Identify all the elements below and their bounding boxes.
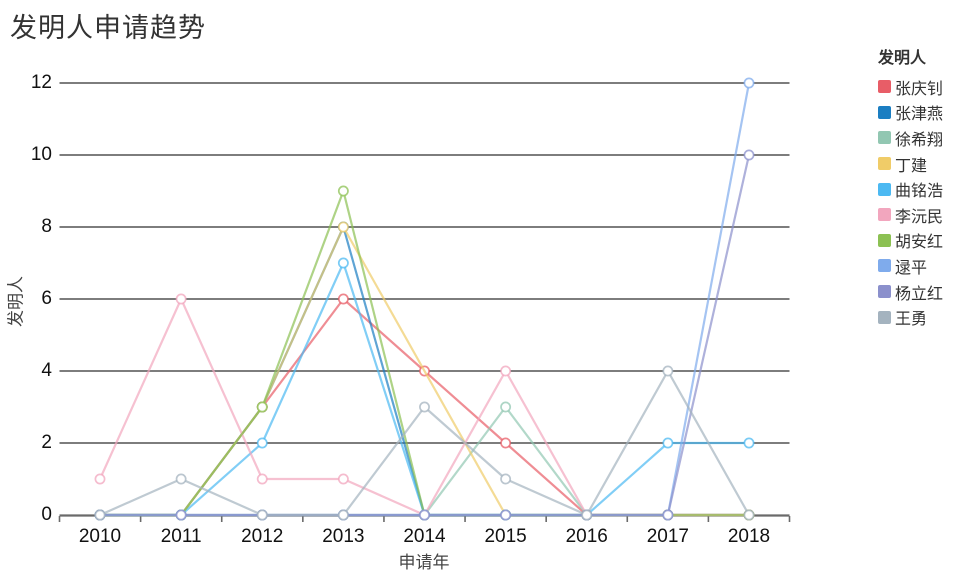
legend-item-胡安红[interactable]: 胡安红 — [878, 228, 966, 254]
legend-item-label: 曲铭浩 — [895, 183, 944, 201]
data-point-marker — [662, 365, 674, 377]
data-point-marker — [256, 473, 268, 485]
legend-swatch-icon — [878, 131, 891, 145]
data-point-marker — [500, 473, 512, 485]
x-tick-label: 2015 — [484, 526, 527, 547]
x-tick-label: 2011 — [160, 526, 202, 547]
legend-item-list: 张庆钊张津燕徐希翔丁建曲铭浩李沅民胡安红逯平杨立红王勇 — [878, 74, 966, 330]
data-point-marker — [337, 257, 349, 269]
legend-item-label: 丁建 — [895, 157, 928, 175]
x-tick-label: 2010 — [78, 526, 122, 547]
y-tick-label: 2 — [41, 432, 52, 453]
y-tick-label: 0 — [41, 504, 52, 525]
legend-swatch-icon — [878, 157, 891, 171]
data-point-marker — [662, 437, 674, 449]
legend-item-label: 杨立红 — [895, 285, 944, 303]
data-point-marker — [500, 401, 512, 413]
legend-item-徐希翔[interactable]: 徐希翔 — [878, 125, 966, 151]
data-point-marker — [743, 149, 755, 161]
legend-swatch-icon — [878, 105, 891, 119]
data-point-marker — [256, 437, 268, 449]
legend: 发明人 张庆钊张津燕徐希翔丁建曲铭浩李沅民胡安红逯平杨立红王勇 — [878, 44, 966, 330]
x-tick-label: 2013 — [322, 526, 365, 547]
x-axis-name: 申请年 — [398, 553, 450, 572]
chart-title: 发明人申请趋势 — [10, 13, 206, 43]
legend-swatch-icon — [878, 233, 891, 247]
y-tick-label: 4 — [41, 360, 52, 381]
data-point-marker — [337, 293, 349, 305]
data-point-marker — [175, 509, 187, 521]
legend-item-王勇[interactable]: 王勇 — [878, 304, 966, 330]
legend-item-杨立红[interactable]: 杨立红 — [878, 279, 966, 305]
legend-item-曲铭浩[interactable]: 曲铭浩 — [878, 176, 966, 202]
data-point-marker — [500, 509, 512, 521]
data-point-marker — [419, 509, 430, 521]
legend-swatch-icon — [878, 208, 891, 222]
legend-item-label: 王勇 — [895, 311, 928, 329]
series-胡安红 — [94, 185, 755, 521]
series-王勇 — [94, 365, 755, 521]
data-point-marker — [256, 509, 268, 521]
legend-item-李沅民[interactable]: 李沅民 — [878, 202, 966, 228]
legend-title: 发明人 — [878, 50, 927, 67]
series-line — [98, 261, 751, 517]
data-point-marker — [94, 509, 106, 521]
data-point-marker — [500, 437, 512, 449]
data-point-marker — [662, 509, 674, 521]
y-tick-label: 10 — [30, 144, 52, 165]
data-point-marker — [175, 473, 187, 485]
x-tick-label: 2018 — [727, 526, 771, 547]
x-tick-label: 2017 — [646, 526, 690, 547]
data-point-marker — [743, 77, 755, 89]
data-point-marker — [581, 509, 593, 521]
legend-swatch-icon — [878, 182, 891, 196]
data-point-marker — [337, 509, 349, 521]
legend-item-张庆钊[interactable]: 张庆钊 — [878, 74, 966, 100]
legend-item-label: 胡安红 — [895, 234, 944, 252]
series-杨立红 — [94, 149, 755, 521]
legend-swatch-icon — [878, 285, 891, 299]
y-tick-label: 8 — [41, 216, 52, 237]
x-tick-label: 2014 — [403, 526, 446, 547]
series-line — [98, 405, 751, 517]
legend-item-丁建[interactable]: 丁建 — [878, 151, 966, 177]
data-point-marker — [256, 401, 268, 413]
data-point-marker — [419, 401, 430, 413]
y-tick-label: 12 — [30, 72, 52, 93]
data-point-marker — [743, 509, 755, 521]
data-point-marker — [337, 473, 349, 485]
legend-item-label: 逯平 — [895, 259, 928, 277]
series-line — [98, 189, 751, 517]
data-point-marker — [337, 221, 349, 233]
x-tick-label: 2012 — [241, 526, 284, 547]
x-tick-label: 2016 — [565, 526, 608, 547]
data-point-marker — [175, 293, 187, 305]
y-tick-label: 6 — [41, 288, 52, 309]
legend-swatch-icon — [878, 310, 891, 324]
data-point-marker — [500, 365, 512, 377]
legend-swatch-icon — [878, 80, 891, 94]
legend-item-张津燕[interactable]: 张津燕 — [878, 100, 966, 126]
legend-swatch-icon — [878, 259, 891, 273]
legend-item-逯平[interactable]: 逯平 — [878, 253, 966, 279]
legend-item-label: 张津燕 — [895, 106, 944, 124]
data-point-marker — [337, 185, 349, 197]
legend-item-label: 徐希翔 — [895, 131, 944, 149]
legend-item-label: 李沅民 — [895, 208, 944, 226]
legend-item-label: 张庆钊 — [895, 80, 944, 98]
series-曲铭浩 — [94, 257, 755, 521]
data-point-marker — [743, 437, 755, 449]
data-point-marker — [94, 473, 106, 485]
